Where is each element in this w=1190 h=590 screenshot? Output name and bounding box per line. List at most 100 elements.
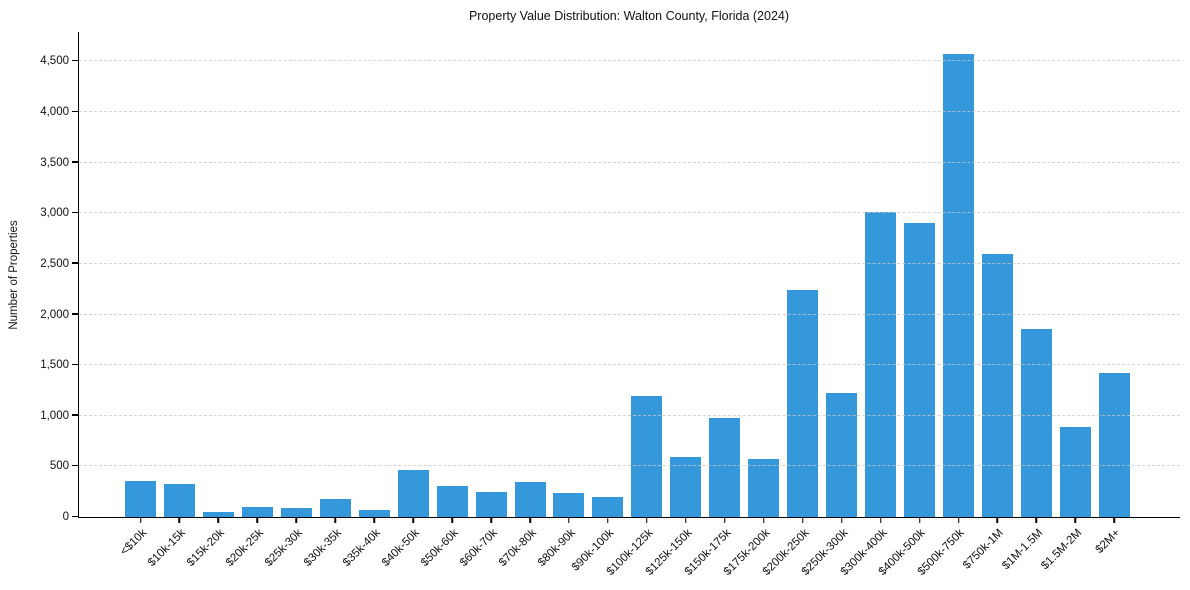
- bar: [163, 483, 195, 517]
- gridline: [79, 262, 1180, 264]
- y-tick-label: 3,500: [40, 156, 69, 169]
- bar: [358, 510, 390, 517]
- bar-slot: $750k-1M: [961, 32, 1013, 572]
- y-tick-label: 0: [62, 511, 69, 523]
- bar: [125, 480, 156, 517]
- bar: [553, 493, 585, 517]
- y-tick-label: 500: [49, 460, 69, 473]
- x-tick-label: $30k-35k: [301, 527, 344, 569]
- x-tick-label: $10k-15k: [145, 527, 188, 569]
- x-tick-mark: [217, 518, 220, 523]
- y-tick-label: 4,500: [40, 55, 69, 68]
- bar-slot: $400k-500k: [877, 32, 936, 578]
- x-tick-label: $50k-60k: [418, 527, 461, 569]
- bar-slot: $1.5M-2M: [1039, 32, 1091, 572]
- x-tick-mark: [918, 518, 921, 523]
- gridline: [79, 161, 1180, 163]
- x-tick-label: <$10k: [118, 527, 149, 558]
- x-tick-label: $1M-1.5M: [999, 527, 1045, 573]
- bar-slot: $30k-35k: [302, 32, 351, 569]
- bar-slot: $60k-70k: [458, 32, 507, 569]
- bar-slot: $25k-30k: [263, 32, 312, 569]
- x-tick-label: $750k-1M: [961, 527, 1006, 572]
- y-tick-mark: [71, 161, 78, 163]
- y-tick-label: 3,000: [40, 207, 69, 220]
- bar-slot: $2M+: [1094, 32, 1130, 556]
- y-tick-mark: [71, 515, 78, 517]
- gridline: [79, 111, 1180, 112]
- bar: [1059, 426, 1091, 517]
- bar-slot: <$10k: [118, 32, 156, 558]
- x-tick-mark: [256, 518, 259, 523]
- bar: [202, 512, 234, 517]
- bar-slot: $50k-60k: [419, 32, 468, 569]
- y-tick-mark: [71, 464, 78, 467]
- x-tick-label: $25k-30k: [262, 527, 305, 569]
- y-tick-label: 4,000: [40, 106, 69, 118]
- bar: [631, 395, 663, 517]
- gridline: [79, 60, 1180, 62]
- gridline: [79, 313, 1180, 315]
- x-tick-mark: [685, 518, 687, 523]
- x-tick-label: $60k-70k: [457, 527, 500, 569]
- bar-slot: $90k-100k: [570, 32, 624, 573]
- x-tick-label: $20k-25k: [223, 527, 266, 569]
- bar-slot: $125k-150k: [643, 32, 702, 578]
- bar-slot: $250k-300k: [799, 32, 858, 578]
- bars: <$10k $10k-15k $15k-20k $20k-25k $25k-30k $30…: [79, 32, 1180, 578]
- x-tick-mark: [1035, 518, 1038, 523]
- gridline: [79, 364, 1180, 366]
- x-tick-mark: [529, 518, 531, 523]
- y-tick-mark: [71, 211, 78, 214]
- x-tick-label: $40k-50k: [379, 527, 422, 569]
- bar-slot: $500k-750k: [916, 32, 975, 578]
- x-tick-mark: [879, 518, 882, 523]
- y-tick-mark: [71, 110, 78, 112]
- x-tick-mark: [295, 518, 298, 523]
- bar: [280, 507, 312, 517]
- plot-area: 0 500 1,000 1,500 2,000 2,500 3,000 3,500 4,000 4…: [40, 32, 1180, 578]
- bar-slot: $200k-250k: [760, 32, 819, 578]
- x-tick-mark: [178, 518, 181, 523]
- gridline: [79, 414, 1180, 416]
- x-tick-mark: [412, 518, 414, 523]
- bar: [319, 499, 351, 517]
- y-tick-mark: [71, 262, 78, 264]
- bar-slot: $10k-15k: [146, 32, 195, 569]
- bar: [475, 492, 507, 517]
- bar: [592, 496, 624, 517]
- bar: [397, 470, 429, 517]
- bar-slot: $70k-80k: [497, 32, 546, 569]
- bar-slot: $175k-200k: [721, 32, 780, 578]
- bar: [787, 290, 819, 517]
- x-tick-label: $35k-40k: [340, 527, 383, 569]
- bar: [904, 223, 936, 517]
- bar-slot: $80k-90k: [536, 32, 585, 569]
- x-tick-mark: [801, 518, 804, 523]
- bar: [241, 506, 273, 517]
- bar: [826, 393, 858, 517]
- x-tick-mark: [451, 518, 453, 523]
- bar-slot: $40k-50k: [380, 32, 429, 569]
- x-tick-mark: [334, 518, 337, 523]
- bar: [436, 486, 468, 517]
- x-tick-mark: [139, 518, 142, 523]
- gridline: [79, 212, 1180, 214]
- x-tick-mark: [1074, 518, 1077, 523]
- x-tick-mark: [996, 518, 999, 523]
- y-tick-mark: [71, 59, 78, 62]
- bar: [1020, 329, 1052, 517]
- x-tick-mark: [840, 518, 843, 523]
- bar: [514, 482, 546, 517]
- bar-slot: $35k-40k: [341, 32, 390, 569]
- x-tick-mark: [373, 518, 375, 523]
- chart-title: Property Value Distribution: Walton Coun…: [468, 9, 790, 23]
- x-tick-label: $70k-80k: [496, 527, 539, 569]
- y-tick-mark: [71, 363, 78, 366]
- x-tick-mark: [724, 518, 726, 523]
- bar: [709, 418, 741, 517]
- gridline: [79, 465, 1180, 467]
- bar-slot: $1M-1.5M: [1000, 32, 1052, 572]
- bar-slot: $100k-125k: [604, 32, 663, 578]
